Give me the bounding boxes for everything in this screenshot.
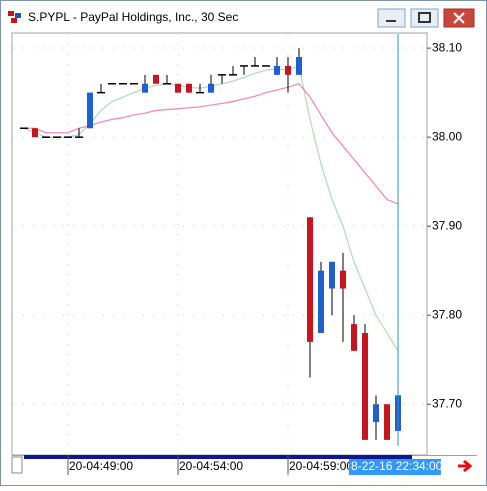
- scroll-bar[interactable]: [24, 455, 412, 459]
- window-title: S.PYPL - PayPal Holdings, Inc., 30 Sec: [28, 10, 238, 24]
- y-tick-label: 38.00: [432, 129, 462, 143]
- candle-body: [296, 57, 302, 75]
- close-button[interactable]: [443, 8, 475, 28]
- candle-body: [274, 65, 280, 75]
- candle-body: [153, 74, 159, 84]
- x-tick-label: 20-04:49:00: [69, 459, 133, 473]
- candle-body: [285, 65, 291, 75]
- candle-body: [186, 83, 192, 93]
- moving-average-line: [24, 82, 399, 205]
- y-tick-label: 38.10: [432, 40, 462, 54]
- minimize-button[interactable]: [377, 8, 406, 28]
- y-tick-label: 37.90: [432, 218, 462, 232]
- candle-body: [340, 270, 346, 289]
- scroll-right-arrow[interactable]: [458, 459, 473, 473]
- candle-body: [208, 83, 214, 93]
- candle-body: [318, 270, 324, 334]
- candle-body: [384, 404, 390, 440]
- maximize-button[interactable]: [410, 8, 439, 28]
- candle-body: [329, 261, 335, 289]
- candle-body: [175, 83, 181, 93]
- x-tick-label: 20-04:54:00: [179, 459, 243, 473]
- candle-body: [307, 217, 313, 342]
- chart-marks: 37.70 37.80 37.90 38.00 38.10 20-04:49:00 20-0…: [13, 34, 462, 475]
- cursor-label-box: [349, 459, 441, 475]
- app-icon: [8, 11, 21, 23]
- scroll-handle[interactable]: [11, 456, 23, 474]
- y-tick-label: 37.70: [432, 396, 462, 410]
- candle-body: [142, 83, 148, 93]
- y-tick-label: 37.80: [432, 307, 462, 321]
- x-tick-label: 20-04:59:00: [289, 459, 353, 473]
- candle-body: [87, 92, 93, 129]
- cursor-label: 8-22-16 22:34:00: [351, 459, 443, 473]
- candle-body: [32, 128, 38, 138]
- candle-body: [362, 333, 368, 440]
- candle-body: [351, 324, 357, 351]
- candle-body: [373, 404, 379, 423]
